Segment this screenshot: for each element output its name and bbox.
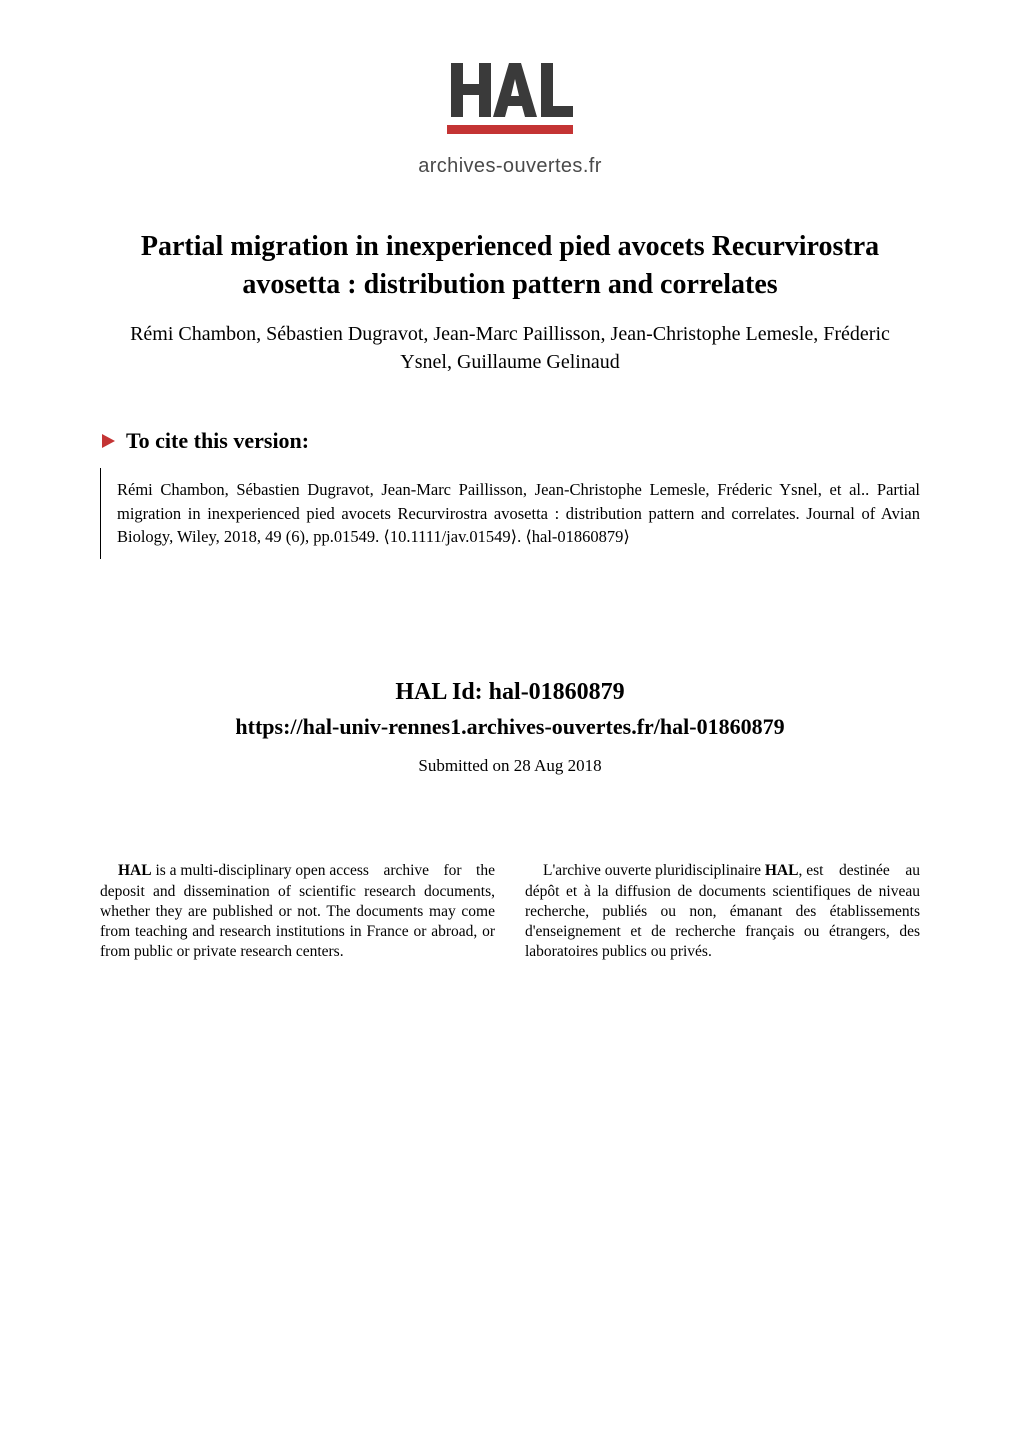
cite-section: To cite this version: Rémi Chambon, Séba… bbox=[0, 388, 1020, 560]
description-columns: HAL is a multi-disciplinary open access … bbox=[0, 776, 1020, 962]
left-col-line1: is a multi-disciplinary open access bbox=[155, 862, 369, 879]
submission-date: Submitted on 28 Aug 2018 bbox=[0, 756, 1020, 776]
citation-text: Rémi Chambon, Sébastien Dugravot, Jean-M… bbox=[100, 468, 920, 560]
left-column: HAL is a multi-disciplinary open access … bbox=[100, 861, 495, 962]
hal-logo-icon bbox=[445, 55, 575, 150]
right-column: L'archive ouverte pluridisciplinaire HAL… bbox=[525, 861, 920, 962]
cite-heading-text: To cite this version: bbox=[126, 428, 309, 454]
hal-id-section: HAL Id: hal-01860879 https://hal-univ-re… bbox=[0, 559, 1020, 776]
triangle-right-icon bbox=[100, 433, 116, 449]
logo-area: archives-ouvertes.fr bbox=[0, 0, 1020, 203]
hal-url[interactable]: https://hal-univ-rennes1.archives-ouvert… bbox=[0, 714, 1020, 740]
hal-id: HAL Id: hal-01860879 bbox=[0, 679, 1020, 706]
cite-heading: To cite this version: bbox=[100, 428, 920, 454]
paper-title: Partial migration in inexperienced pied … bbox=[110, 228, 910, 304]
right-col-line1: L'archive ouverte pluridisciplinaire HAL… bbox=[525, 861, 823, 881]
logo-subtitle: archives-ouvertes.fr bbox=[418, 155, 602, 178]
paper-authors: Rémi Chambon, Sébastien Dugravot, Jean-M… bbox=[110, 320, 910, 376]
hal-logo: archives-ouvertes.fr bbox=[418, 55, 602, 178]
title-block: Partial migration in inexperienced pied … bbox=[0, 203, 1020, 388]
